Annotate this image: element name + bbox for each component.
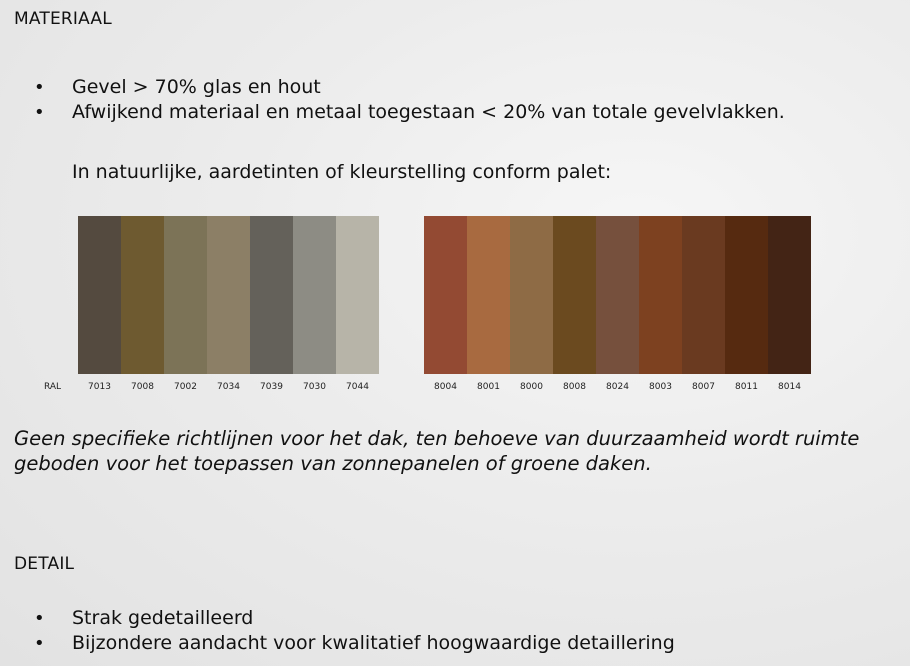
roof-note: Geen specifieke richtlijnen voor het dak… <box>14 427 860 475</box>
ral-label: RAL <box>44 382 62 392</box>
color-swatch-8003 <box>639 216 682 374</box>
ral-code-7013: 7013 <box>88 382 111 392</box>
ral-code-7002: 7002 <box>174 382 197 392</box>
list-item: Gevel > 70% glas en hout <box>0 75 860 100</box>
color-swatch-8000 <box>510 216 553 374</box>
ral-code-8007: 8007 <box>692 382 715 392</box>
list-item: Strak gedetailleerd <box>0 606 880 631</box>
color-swatch-7013 <box>78 216 121 374</box>
color-swatch-8011 <box>725 216 768 374</box>
ral-codes-left: 7013 7008 7002 7034 7039 7030 7044 <box>78 382 379 392</box>
ral-code-8008: 8008 <box>563 382 586 392</box>
color-swatch-8014 <box>768 216 811 374</box>
ral-code-8003: 8003 <box>649 382 672 392</box>
color-swatch-7039 <box>250 216 293 374</box>
ral-code-8014: 8014 <box>778 382 801 392</box>
ral-code-7030: 7030 <box>303 382 326 392</box>
ral-7000-palette <box>78 216 379 374</box>
ral-code-8011: 8011 <box>735 382 758 392</box>
color-swatch-7034 <box>207 216 250 374</box>
ral-code-7039: 7039 <box>260 382 283 392</box>
color-swatch-7008 <box>121 216 164 374</box>
list-item: Bijzondere aandacht voor kwalitatief hoo… <box>0 631 880 656</box>
color-swatch-7002 <box>164 216 207 374</box>
ral-code-8000: 8000 <box>520 382 543 392</box>
color-swatch-8004 <box>424 216 467 374</box>
ral-code-7008: 7008 <box>131 382 154 392</box>
ral-code-8024: 8024 <box>606 382 629 392</box>
section-heading-material: MATERIAAL <box>14 9 112 29</box>
palette-intro: In natuurlijke, aardetinten of kleurstel… <box>72 161 612 183</box>
section-heading-detail: DETAIL <box>14 554 75 574</box>
color-swatch-8007 <box>682 216 725 374</box>
ral-code-7034: 7034 <box>217 382 240 392</box>
material-bullet-list: Gevel > 70% glas en hout Afwijkend mater… <box>0 75 860 125</box>
ral-8000-palette <box>424 216 811 374</box>
ral-code-7044: 7044 <box>346 382 369 392</box>
ral-code-8001: 8001 <box>477 382 500 392</box>
color-swatch-7044 <box>336 216 379 374</box>
color-swatch-8008 <box>553 216 596 374</box>
color-swatch-8001 <box>467 216 510 374</box>
ral-codes-right: 8004 8001 8000 8008 8024 8003 8007 8011 8014 <box>424 382 811 392</box>
color-swatch-7030 <box>293 216 336 374</box>
list-item: Afwijkend materiaal en metaal toegestaan… <box>0 100 812 125</box>
color-swatch-8024 <box>596 216 639 374</box>
detail-bullet-list: Strak gedetailleerd Bijzondere aandacht … <box>0 606 880 656</box>
ral-code-8004: 8004 <box>434 382 457 392</box>
